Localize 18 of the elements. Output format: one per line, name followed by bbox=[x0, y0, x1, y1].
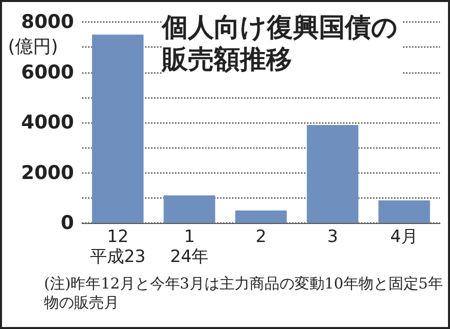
bar bbox=[164, 195, 216, 223]
y-tick-label: 4000 bbox=[21, 112, 74, 134]
bar bbox=[92, 34, 144, 223]
y-tick-label: 6000 bbox=[21, 61, 74, 84]
x-tick-label: 12 平成23 bbox=[90, 227, 146, 267]
x-tick-label: 1 24年 bbox=[170, 227, 209, 267]
y-tick-label: 2000 bbox=[21, 162, 74, 184]
bar bbox=[378, 200, 430, 223]
x-tick-label: 3 bbox=[327, 227, 338, 247]
y-tick-label: 8000 bbox=[21, 11, 74, 33]
bar bbox=[306, 125, 358, 223]
chart-title: 個人向け復興国債の販売額推移 bbox=[161, 13, 398, 75]
x-tick-label: 2 bbox=[256, 227, 266, 247]
y-tick-label: 0 bbox=[60, 212, 74, 234]
y-axis-title: (億円) bbox=[8, 36, 58, 58]
x-tick-label: 4月 bbox=[390, 227, 418, 247]
bar bbox=[235, 210, 287, 223]
text: (注)昨年12月と今年3月は主力商品の変動10年物と固定5年物の販売月 bbox=[44, 274, 443, 312]
